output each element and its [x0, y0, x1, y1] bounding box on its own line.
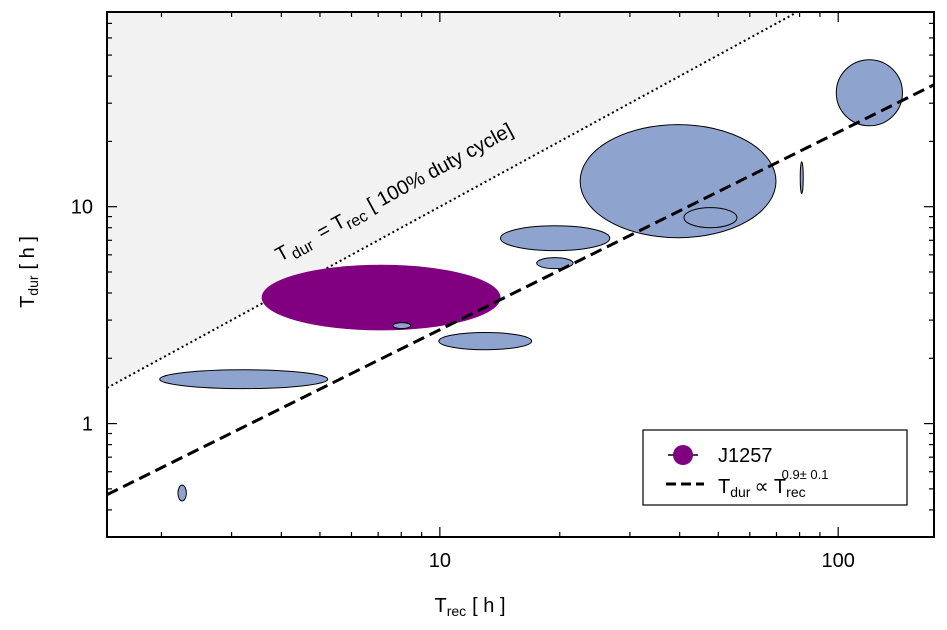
x-tick-label: 10 — [429, 550, 451, 572]
source-ellipse — [500, 225, 611, 252]
legend-box — [642, 429, 908, 506]
fit-sub2: rec — [786, 484, 805, 500]
legend-fit-label: Tdur ∝ Trec 0.9± 0.1 — [718, 467, 829, 500]
x-axis-label: Trec [ h ] — [434, 595, 505, 619]
x-label-sub: rec — [447, 603, 466, 619]
legend-label: J1257 — [718, 445, 773, 467]
x-label-unit: [ h ] — [472, 595, 505, 617]
y-tick-label: 1 — [82, 414, 93, 436]
fit-prop: ∝ T — [754, 476, 786, 498]
source-ellipse — [579, 124, 777, 239]
duty-region — [107, 12, 798, 388]
source-ellipse — [392, 322, 412, 330]
plot-frame — [106, 11, 935, 538]
y-tick-label: 10 — [71, 197, 93, 219]
source-ellipse — [683, 207, 738, 229]
source-ellipse — [438, 332, 533, 351]
y-axis-label: Tdur [ h ] — [17, 236, 41, 308]
y-label-unit: [ h ] — [17, 236, 39, 269]
source-ellipse — [159, 369, 329, 390]
duty-line — [107, 12, 800, 389]
fit-line — [107, 83, 934, 497]
legend-marker — [673, 445, 693, 465]
y-label-sub: dur — [25, 275, 41, 296]
x-label-main: T — [434, 595, 446, 617]
plot-area — [107, 12, 934, 502]
source-ellipse — [799, 161, 804, 195]
fit-t: T — [718, 476, 730, 498]
legend: J1257 Tdur ∝ Trec 0.9± 0.1 — [642, 429, 908, 506]
x-tick-label: 100 — [821, 550, 854, 572]
fit-exp: 0.9± 0.1 — [782, 467, 829, 482]
source-ellipse — [177, 484, 187, 502]
fit-sub: dur — [730, 484, 751, 500]
source-ellipse — [536, 257, 574, 270]
highlight-ellipse — [261, 264, 501, 331]
y-label-main: T — [17, 296, 39, 308]
